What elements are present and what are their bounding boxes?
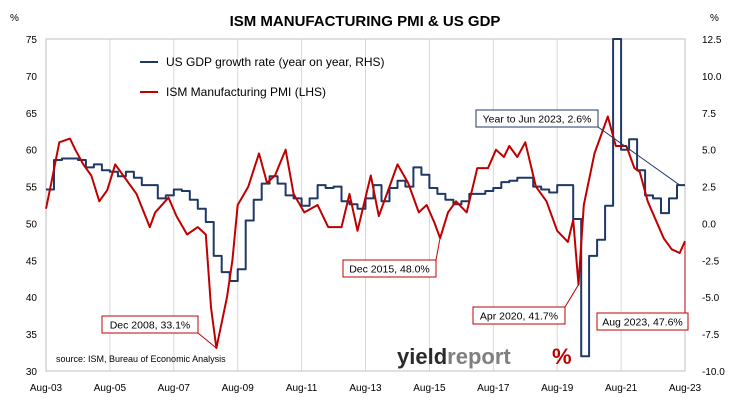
x-tick-label: Aug-05	[94, 383, 127, 394]
y-right-tick-label: 2.5	[702, 183, 716, 194]
left-axis: 30 35 40 45 50 55 60 65 70 75	[26, 35, 38, 378]
annotation-label: Aug 2023, 47.6%	[602, 317, 683, 329]
annotation: Year to Jun 2023, 2.6%	[475, 109, 680, 186]
logo-percent-icon: %	[552, 344, 572, 369]
annotation-connector	[197, 332, 217, 349]
annotation: Dec 2015, 48.0%	[342, 238, 441, 278]
logo-text: yieldreport	[397, 344, 511, 369]
y-left-tick-label: 65	[26, 109, 38, 120]
y-right-tick-label: 7.5	[702, 109, 716, 120]
y-left-tick-label: 30	[26, 367, 38, 378]
annotation-label: Year to Jun 2023, 2.6%	[483, 114, 592, 126]
y-left-tick-label: 35	[26, 330, 38, 341]
legend-label-gdp: US GDP growth rate (year on year, RHS)	[166, 55, 385, 69]
annotation-label: Apr 2020, 41.7%	[480, 311, 558, 323]
annotation: Aug 2023, 47.6%	[596, 241, 689, 331]
x-tick-label: Aug-11	[286, 383, 318, 394]
y-left-tick-label: 60	[26, 146, 38, 157]
y-left-tick-label: 55	[26, 183, 38, 194]
x-tick-label: Aug-17	[477, 383, 510, 394]
annotation: Apr 2020, 41.7%	[472, 284, 579, 325]
y-right-tick-label: -2.5	[702, 256, 720, 267]
right-axis-unit: %	[710, 13, 719, 24]
logo-text-report: report	[447, 344, 511, 369]
chart-title: ISM MANUFACTURING PMI & US GDP	[230, 13, 501, 30]
x-tick-label: Aug-07	[158, 383, 191, 394]
x-tick-label: Aug-23	[669, 383, 702, 394]
gdp-series-line	[46, 38, 685, 358]
left-axis-unit: %	[10, 13, 19, 24]
y-right-tick-label: 10.0	[702, 72, 722, 83]
y-left-tick-label: 70	[26, 72, 38, 83]
annotation-connector	[597, 126, 680, 186]
x-tick-label: Aug-21	[605, 383, 638, 394]
y-left-tick-label: 50	[26, 219, 38, 230]
series-group	[45, 38, 686, 358]
annotations: Year to Jun 2023, 2.6% Dec 2015, 48.0% Dec…	[101, 109, 689, 349]
legend: US GDP growth rate (year on year, RHS) I…	[140, 55, 385, 99]
logo: yieldreport %	[397, 344, 572, 369]
y-right-tick-label: -10.0	[702, 367, 725, 378]
y-right-tick-label: -5.0	[702, 293, 720, 304]
x-tick-label: Aug-03	[30, 383, 63, 394]
annotation-box	[101, 315, 199, 334]
pmi-series-line	[45, 115, 686, 350]
x-tick-label: Aug-15	[413, 383, 446, 394]
y-left-tick-label: 45	[26, 256, 38, 267]
x-axis: Aug-03 Aug-05 Aug-07 Aug-09 Aug-11 Aug-13 Aug-…	[30, 383, 702, 394]
y-right-tick-label: 0.0	[702, 219, 716, 230]
x-tick-label: Aug-13	[349, 383, 382, 394]
annotation-box	[596, 312, 689, 331]
logo-text-yield: yield	[397, 344, 447, 369]
x-tick-label: Aug-09	[222, 383, 255, 394]
annotation-label: Dec 2008, 33.1%	[110, 320, 191, 332]
right-axis: -10.0 -7.5 -5.0 -2.5 0.0 2.5 5.0 7.5 10.0 12.5	[702, 35, 725, 378]
legend-label-pmi: ISM Manufacturing PMI (LHS)	[166, 85, 326, 99]
annotation-label: Dec 2015, 48.0%	[349, 264, 430, 276]
y-left-tick-label: 75	[26, 35, 38, 46]
y-right-tick-label: -7.5	[702, 330, 720, 341]
source-note: source: ISM, Bureau of Economic Analysis	[56, 354, 226, 364]
annotation-box	[342, 259, 437, 278]
annotation-connector	[564, 284, 579, 308]
y-left-tick-label: 40	[26, 293, 38, 304]
y-right-tick-label: 12.5	[702, 35, 722, 46]
y-right-tick-label: 5.0	[702, 146, 716, 157]
annotation-box	[475, 109, 599, 128]
x-tick-label: Aug-19	[541, 383, 574, 394]
annotation-connector	[435, 238, 441, 261]
annotation: Dec 2008, 33.1%	[101, 315, 217, 349]
annotation-box	[472, 306, 566, 325]
